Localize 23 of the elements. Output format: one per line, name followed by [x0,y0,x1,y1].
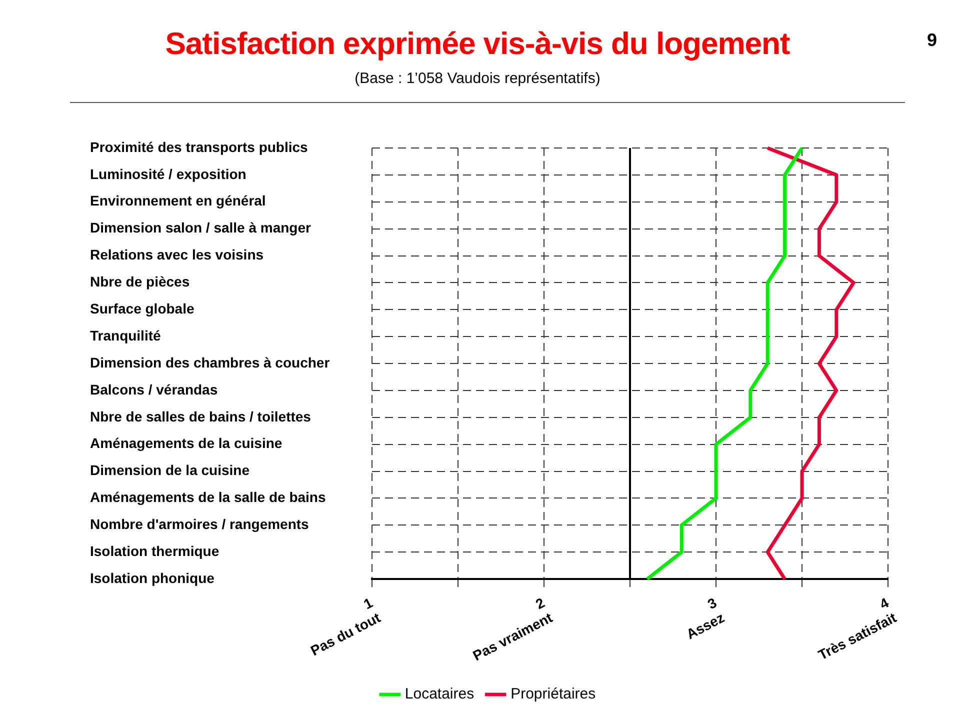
y-tick-label: Nbre de pièces [90,274,190,290]
chart-title: Satisfaction exprimée vis-à-vis du logement [165,26,790,61]
y-tick-label: Aménagements de la cuisine [90,435,282,452]
y-tick-label: Proximité des transports publics [90,138,308,155]
legend-label: Locataires [404,686,474,703]
y-tick-label: Luminosité / exposition [90,166,246,182]
y-tick-label: Dimension salon / salle à manger [90,220,312,236]
chart-subtitle: (Base : 1’058 Vaudois représentatifs) [354,70,602,87]
text: 9 [926,30,937,51]
legend-label: Propriétaires [510,686,596,703]
x-tick-label: 1 Pas du tout [308,594,384,659]
y-tick-label: Balcons / vérandas [90,381,218,398]
y-tick-label: Dimension des chambres à coucher [90,354,330,370]
y-tick-label: Environnement en général [90,192,266,209]
y-tick-label: Isolation phonique [90,570,215,586]
y-tick-label: Aménagements de la salle de bains [90,489,326,506]
y-tick-label: Dimension de la cuisine [90,462,250,478]
y-tick-label: Relations avec les voisins [90,246,264,263]
y-tick-label: Nbre de salles de bains / toilettes [90,408,312,424]
y-tick-label: Nombre d'armoires / rangements [90,516,310,532]
y-tick-label: Isolation thermique [90,542,220,559]
y-tick-label: Tranquilité [90,327,161,344]
y-tick-label: Surface globale [90,300,194,316]
